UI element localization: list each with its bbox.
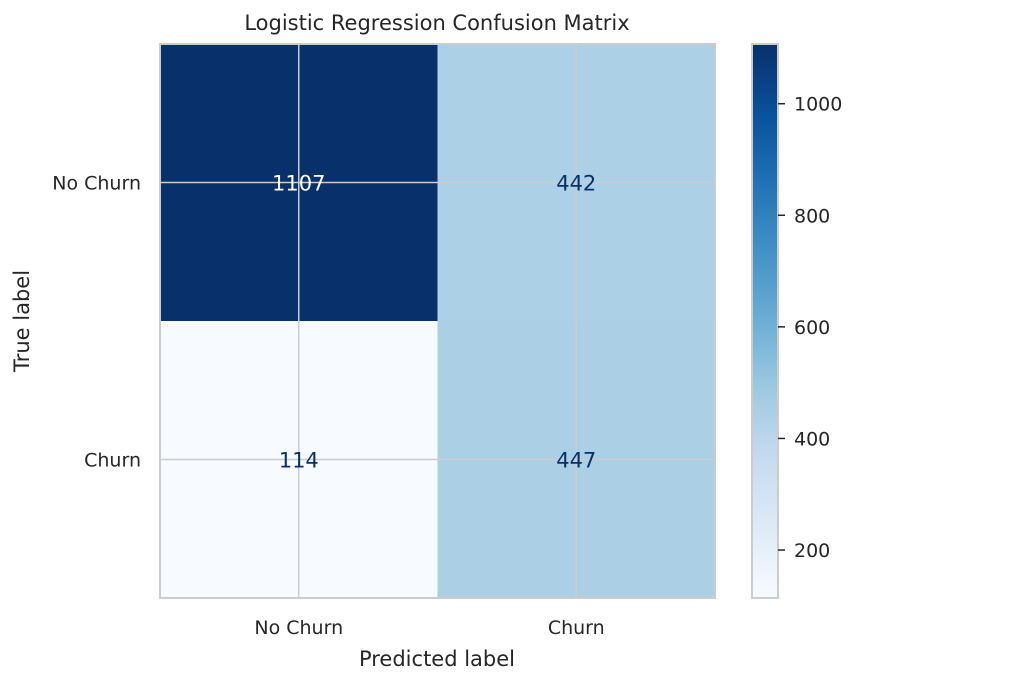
grid-lines: [160, 44, 715, 598]
y-tick-label: No Churn: [52, 173, 141, 195]
x-axis-label: Predicted label: [359, 647, 515, 671]
x-axis-ticks: No Churn Churn: [254, 617, 604, 639]
cell-value-label: 447: [556, 449, 596, 473]
x-tick-label: Churn: [548, 617, 605, 639]
colorbar-tick-label: 1000: [794, 94, 842, 116]
cell-value-label: 114: [279, 449, 319, 473]
y-axis-label: True label: [10, 270, 34, 373]
cell-value-label: 442: [556, 172, 596, 196]
colorbar-tick-label: 600: [794, 317, 830, 339]
heatmap-cells: [160, 44, 716, 599]
colorbar-tick-label: 800: [794, 205, 830, 227]
colorbar-ticks: 200 400 600 800 1000: [778, 94, 842, 562]
plot-frame: [159, 43, 716, 599]
y-tick-label: Churn: [84, 450, 141, 472]
colorbar-tick-label: 400: [794, 428, 830, 450]
colorbar-tick-label: 200: [794, 540, 830, 562]
chart-title: Logistic Regression Confusion Matrix: [244, 11, 629, 35]
x-tick-label: No Churn: [254, 617, 343, 639]
y-axis-ticks: No Churn Churn: [52, 173, 141, 472]
colorbar: [751, 43, 779, 599]
cell-value-labels: 1107 442 114 447: [272, 172, 596, 473]
cell-value-label: 1107: [272, 172, 325, 196]
